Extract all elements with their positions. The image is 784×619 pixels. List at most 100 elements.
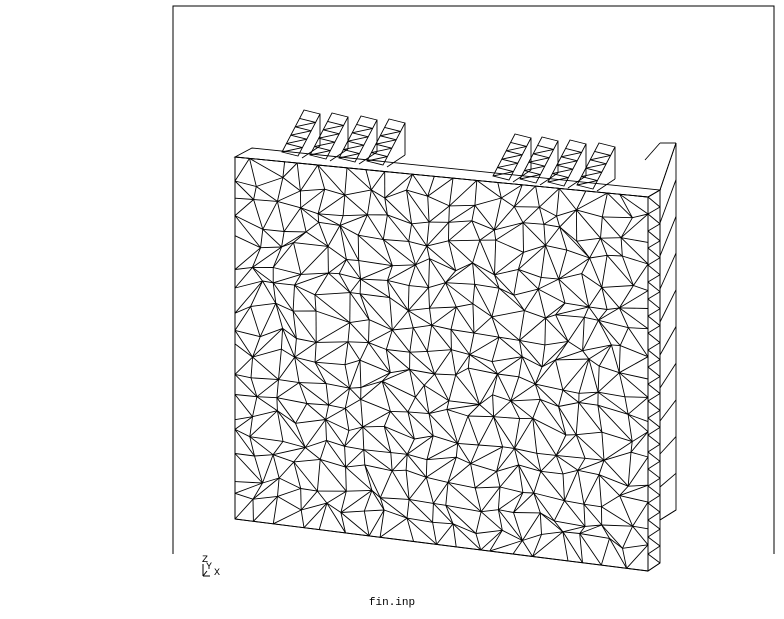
fin-edge (594, 150, 611, 156)
mesh-edge (234, 330, 253, 358)
mesh-edge (294, 357, 300, 383)
mesh-edge (434, 373, 456, 376)
mesh-edge (619, 290, 649, 309)
mesh-edge (346, 489, 372, 492)
fin-edge (343, 144, 364, 151)
mesh-edge (555, 302, 566, 316)
mesh-edge (470, 463, 497, 472)
mesh-edge (544, 245, 560, 280)
mesh-edge (363, 490, 373, 512)
mesh-edge (624, 396, 629, 415)
mesh-edge (559, 226, 590, 259)
mesh-edge (562, 473, 565, 501)
side-edge (647, 291, 661, 300)
mesh-edge (348, 426, 363, 431)
mesh-edge (275, 303, 284, 329)
fin-edge (301, 145, 321, 159)
mesh-edge (391, 453, 408, 472)
mesh-edge (249, 436, 274, 456)
mesh-edge (556, 188, 560, 217)
mesh-edge (434, 175, 454, 179)
mesh-edge (412, 173, 429, 197)
mesh-edge (433, 502, 446, 506)
mesh-edge (431, 324, 452, 350)
mesh-edge (299, 382, 327, 385)
mesh-edge (603, 451, 632, 461)
mesh-edge (384, 171, 413, 175)
mesh-edge (317, 189, 326, 214)
mesh-edge (543, 215, 557, 225)
mesh-edge (296, 162, 301, 191)
mesh-edge (262, 201, 278, 230)
side-edge (647, 247, 661, 259)
mesh-edge (317, 194, 346, 215)
mesh-edge (384, 425, 415, 440)
mesh-edge (496, 471, 501, 488)
fin-edge (565, 147, 582, 153)
mesh-edge (524, 310, 546, 319)
mesh-edge (371, 189, 386, 199)
mesh-edge (601, 495, 620, 508)
mesh-edge (326, 439, 345, 447)
mesh-edge (445, 282, 475, 285)
mesh-edge (296, 338, 317, 343)
mesh-edge (262, 454, 274, 484)
mesh-edge (497, 486, 501, 510)
mesh-edge (455, 262, 473, 272)
mesh-edge (555, 350, 583, 361)
mesh-edge (364, 464, 373, 491)
mesh-edge (294, 356, 316, 363)
mesh-edge (429, 258, 446, 283)
mesh-edge (360, 380, 383, 400)
mesh-edge (390, 410, 408, 413)
mesh-edge (415, 258, 430, 266)
mesh-edge (619, 285, 634, 309)
mesh-edge (619, 484, 649, 497)
axis-x-label: X (214, 568, 221, 579)
mesh-edge (630, 431, 649, 453)
mesh-edge (262, 477, 280, 484)
mesh-edge (370, 189, 388, 216)
mesh-edge (252, 482, 263, 500)
mesh-edge (469, 336, 500, 355)
mesh-edge (479, 240, 495, 275)
side-triangulation (647, 142, 677, 572)
mesh-edge (306, 403, 326, 420)
mesh-edge (564, 500, 584, 505)
mesh-edge (597, 391, 629, 415)
mesh-edge (472, 303, 475, 334)
mesh-edge (544, 340, 569, 346)
mesh-edge (234, 482, 263, 494)
mesh-edge (386, 349, 410, 353)
mesh-edge (498, 287, 514, 296)
mesh-edge (234, 492, 254, 500)
mesh-edge (457, 443, 471, 464)
mesh-edge (576, 209, 601, 239)
mesh-edge (562, 389, 580, 394)
mesh-edge (234, 394, 253, 417)
mesh-edge (320, 458, 346, 468)
mesh-edge (480, 549, 490, 552)
mesh-edge (325, 419, 345, 447)
side-edge (647, 342, 661, 351)
mesh-edge (448, 240, 473, 264)
heat-sink-mesh[interactable] (233, 109, 677, 572)
mesh-edge (469, 354, 498, 375)
mesh-edge (577, 459, 605, 471)
mesh-edge (426, 221, 450, 247)
mesh-edge (360, 265, 393, 280)
fin-edge (556, 164, 573, 170)
fin-edge (552, 173, 569, 179)
mesh-edge (626, 567, 649, 572)
mesh-edge (475, 533, 482, 551)
mesh-edge (445, 482, 449, 506)
mesh-edge (234, 329, 261, 338)
mesh-edge (624, 396, 649, 398)
mesh-edge (510, 376, 520, 402)
mesh-edge (326, 502, 342, 513)
mesh-edge (234, 280, 263, 314)
mesh-edge (427, 177, 454, 197)
mesh-edge (534, 359, 556, 385)
mesh-edge (262, 280, 277, 304)
